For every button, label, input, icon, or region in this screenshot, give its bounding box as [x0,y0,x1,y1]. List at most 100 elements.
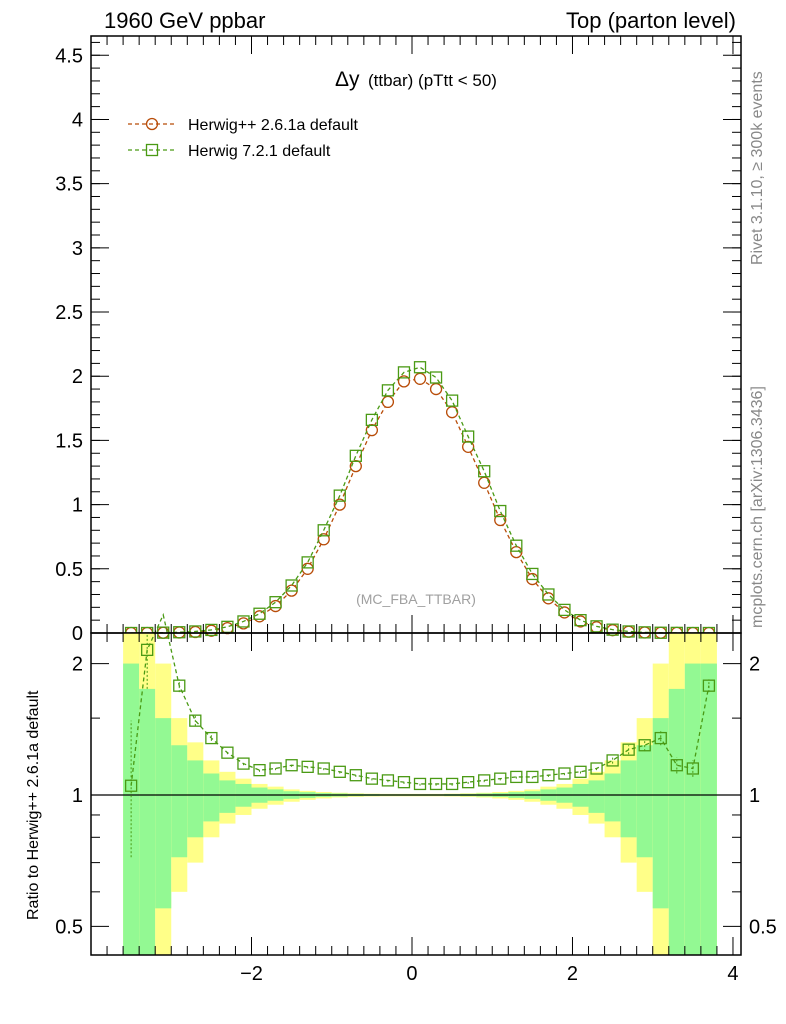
data-point-herwigpp [365,423,379,437]
ratio-point [349,769,362,782]
ratio-point [638,739,651,752]
data-point-herwig7 [349,449,362,462]
x-tick-label: 4 [727,963,738,985]
band-green [684,663,701,955]
ratio-point [510,770,523,784]
data-point-herwig7 [237,615,250,628]
data-point-herwig7 [269,596,282,609]
ratio-point [462,776,475,789]
ratio-point [333,765,346,778]
ratio-point [622,743,635,756]
ratio-tick-label-right: 2 [749,654,760,676]
ratio-point [686,762,700,775]
ratio-series [124,612,716,858]
data-point-herwigpp [478,476,491,489]
header-left: 1960 GeV ppbar [104,8,265,33]
legend-marker-herwigpp [145,117,159,131]
data-point-herwig7 [381,384,395,397]
ratio-point [413,777,427,791]
ratio-point [189,714,202,727]
data-point-herwig7 [445,394,459,407]
ratio-point [141,643,154,657]
data-point-herwig7 [173,626,186,639]
data-point-herwig7 [205,623,218,637]
y-tick-label: 3 [72,238,83,260]
ratio-point [397,776,411,789]
ratio-tick-label-right: 0.5 [749,916,777,938]
y-tick-label: 4.5 [55,45,83,67]
data-point-herwigpp [205,624,218,637]
ratio-point [558,767,571,780]
data-point-herwigpp [462,440,475,453]
data-point-herwig7 [253,607,266,620]
data-point-herwigpp [397,375,411,388]
ratio-point [478,774,491,787]
data-point-herwig7 [606,623,619,636]
x-tick-label: −2 [240,963,263,985]
ratio-point [173,679,186,692]
y-tick-label: 4 [72,109,83,131]
ratio-point [205,731,218,745]
data-point-herwig7 [285,579,298,592]
band-green [620,760,637,838]
data-point-herwigpp [429,382,443,396]
y-tick-label: 0 [72,623,83,645]
ratio-point [124,779,138,792]
chart-title-rest: (ttbar) (pTtt < 50) [368,71,497,90]
rivet-label: Rivet 3.1.10, ≥ 300k events [749,71,766,265]
data-point-herwig7 [397,366,411,379]
x-tick-label: 2 [567,963,578,985]
ratio-point [221,746,234,759]
data-point-herwigpp [445,406,459,419]
band-green [604,773,621,822]
ratio-tick-label: 0.5 [55,916,83,938]
ratio-point [494,772,507,785]
ratio-point [269,762,282,775]
series-line-1 [131,366,709,634]
band-green [139,688,156,955]
data-point-herwigpp [269,599,282,613]
source-label: mcplots.cern.ch [arXiv:1306.3436] [749,386,766,628]
ratio-panel-frame [90,632,742,956]
band-green [219,780,236,813]
chart-title-main: Δy [335,68,360,91]
header-right: Top (parton level) [566,8,736,33]
ratio-point [429,777,443,791]
data-point-herwig7 [590,620,603,633]
legend-label-herwigpp: Herwig++ 2.6.1a default [188,117,358,134]
ratio-point [590,762,603,775]
ratio-point [301,760,314,774]
band-green [171,745,188,858]
ratio-point [253,763,266,777]
data-point-herwig7 [526,567,539,581]
y-tick-label: 1.5 [55,430,83,452]
band-green [588,780,605,813]
data-point-herwig7 [365,413,379,427]
band-green [636,745,653,858]
data-point-herwig7 [413,361,427,374]
ratio-point [702,679,716,692]
data-point-herwig7 [478,465,491,478]
band-green [203,773,220,822]
ratio-bands [91,633,741,955]
data-point-herwig7 [333,489,346,502]
ratio-point [365,772,379,785]
main-plot-panel: 0 0.5 1 1.5 2 2.5 3 3.5 4 4.5 Δy (ttbar) (pTtt < … [55,35,742,645]
data-point-herwig7 [189,625,202,638]
ratio-point [445,777,459,791]
ratio-tick-label-right: 1 [749,785,760,807]
data-point-herwigpp [590,621,603,634]
data-point-herwig7 [317,524,330,537]
ratio-panel: 0.5 0.5 1 1 2 2 Ratio to Herwig++ 2.6.1a defa… [25,612,777,956]
data-point-herwig7 [301,556,314,569]
ratio-tick-label: 2 [72,654,83,676]
ratio-point [526,770,539,784]
ratio-y-ticks: 0.5 0.5 1 1 2 2 [55,654,777,939]
band-green [700,663,717,955]
ratio-point [381,774,395,787]
legend: Herwig++ 2.6.1a default Herwig 7.2.1 def… [128,117,358,160]
legend-marker-herwig7 [145,143,159,157]
band-green [652,718,669,909]
data-point-herwig7 [462,430,475,443]
